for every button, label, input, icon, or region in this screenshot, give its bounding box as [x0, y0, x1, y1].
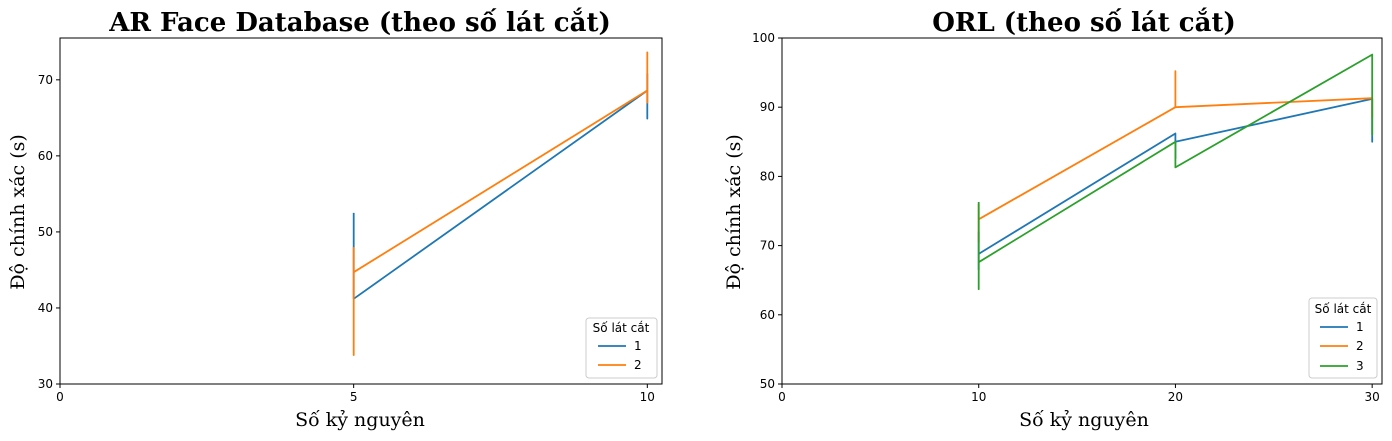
y-axis-label: Độ chính xác (s) [7, 134, 29, 290]
y-tick-label: 40 [38, 301, 53, 315]
y-tick-label: 50 [760, 377, 775, 391]
x-tick-label: 0 [56, 390, 64, 404]
x-tick-label: 30 [1365, 390, 1380, 404]
chart-title: ORL (theo số lát cắt) [932, 7, 1236, 38]
axis-ticks: 0 10 20 30 50 60 70 80 90 100 [752, 31, 1380, 404]
legend-label-1: 1 [1356, 320, 1364, 334]
y-tick-label: 100 [752, 31, 775, 45]
series-group [352, 51, 649, 357]
axis-ticks: 0 5 10 30 40 50 60 70 [38, 73, 655, 404]
legend-label-2: 2 [634, 358, 642, 372]
series-line-1 [352, 72, 649, 300]
series-group [977, 53, 1374, 291]
x-tick-label: 5 [350, 390, 358, 404]
x-tick-label: 10 [640, 390, 655, 404]
legend-title: Số lát cắt [593, 321, 650, 335]
x-axis-label: Số kỷ nguyên [295, 409, 425, 431]
legend: Số lát cắt 1 2 [585, 317, 658, 379]
legend-label-2: 2 [1356, 339, 1364, 353]
legend-label-3: 3 [1356, 359, 1364, 373]
legend-box [585, 317, 658, 379]
chart-ar-face: AR Face Database (theo số lát cắt) Số kỷ… [7, 7, 663, 431]
y-tick-label: 50 [38, 225, 53, 239]
y-axis-label: Độ chính xác (s) [723, 134, 745, 290]
plot-frame [59, 37, 663, 385]
y-tick-label: 60 [760, 308, 775, 322]
series-line-2 [352, 51, 649, 357]
y-tick-label: 70 [38, 73, 53, 87]
plot-frame [781, 37, 1383, 385]
chart-title: AR Face Database (theo số lát cắt) [108, 7, 611, 38]
y-tick-label: 30 [38, 377, 53, 391]
y-tick-label: 90 [760, 100, 775, 114]
legend-title: Số lát cắt [1315, 302, 1372, 316]
legend-label-1: 1 [634, 339, 642, 353]
legend-box [1308, 297, 1378, 379]
x-tick-label: 20 [1168, 390, 1183, 404]
y-tick-label: 80 [760, 169, 775, 183]
series-line-3 [977, 53, 1374, 291]
x-axis-label: Số kỷ nguyên [1019, 409, 1149, 431]
y-tick-label: 60 [38, 149, 53, 163]
x-tick-label: 0 [778, 390, 786, 404]
chart-orl: ORL (theo số lát cắt) Số kỷ nguyên Độ ch… [723, 7, 1383, 431]
x-tick-label: 10 [971, 390, 986, 404]
legend: Số lát cắt 1 2 3 [1308, 297, 1378, 379]
series-line-1 [977, 98, 1374, 271]
y-tick-label: 70 [760, 239, 775, 253]
